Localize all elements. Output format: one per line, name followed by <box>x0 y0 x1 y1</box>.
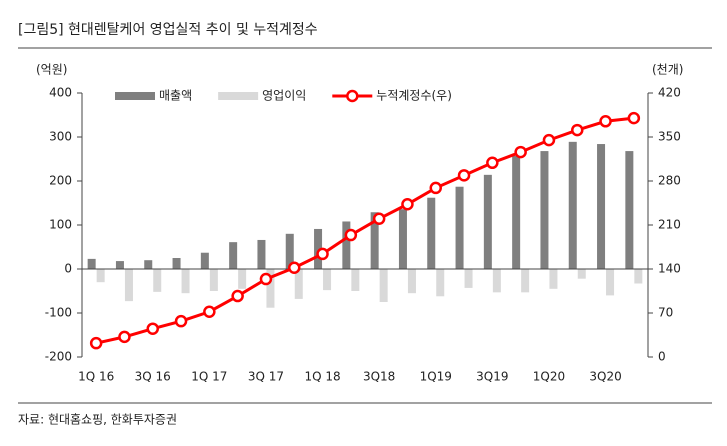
bar <box>455 186 464 269</box>
line-point <box>231 289 244 303</box>
chart-title: [그림5] 현대렌탈케어 영업실적 추이 및 누적계정수 <box>18 22 318 38</box>
y-tick-label: -200 <box>45 350 72 364</box>
legend-label: 누적계정수(우) <box>376 89 452 103</box>
line-point <box>542 133 556 147</box>
x-tick-label: 1Q20 <box>533 370 565 384</box>
bar <box>257 239 266 269</box>
bar <box>314 228 323 269</box>
x-tick-label: 3Q20 <box>589 370 621 384</box>
bar <box>294 269 303 299</box>
y2-tick-label: 140 <box>658 262 681 276</box>
legend-label: 매출액 <box>159 89 192 103</box>
y2-tick-label: 280 <box>658 174 681 188</box>
bar <box>266 269 275 308</box>
bar <box>379 269 388 302</box>
bar <box>634 269 643 284</box>
bar <box>370 212 379 269</box>
line-point <box>571 123 584 137</box>
line-point <box>344 228 358 242</box>
bar <box>323 269 332 291</box>
bar <box>597 144 606 269</box>
bar <box>483 174 492 269</box>
line-point <box>429 181 442 195</box>
bar <box>568 141 577 269</box>
line-point <box>118 330 131 344</box>
line-point <box>288 261 301 274</box>
y2-tick-label: 350 <box>658 130 681 144</box>
legend-label: 영업이익 <box>262 89 306 103</box>
y-tick-label: 0 <box>64 262 72 276</box>
line-point <box>401 198 414 211</box>
bar <box>181 269 190 294</box>
x-tick-label: 3Q 16 <box>135 370 171 384</box>
bar <box>407 269 416 294</box>
bar <box>342 221 351 269</box>
y2-tick-label: 70 <box>658 306 673 320</box>
bar <box>209 269 218 291</box>
bar <box>285 233 294 269</box>
bar <box>144 260 153 269</box>
x-tick-label: 3Q 17 <box>248 370 284 384</box>
line-point <box>174 314 188 328</box>
bar <box>398 209 407 269</box>
line-point <box>627 111 641 125</box>
line-point <box>457 169 471 182</box>
y2-tick-label: 420 <box>658 86 681 100</box>
y2-axis-unit: (천개) <box>652 62 683 77</box>
bar <box>464 269 473 288</box>
y-tick-label: 400 <box>49 86 72 100</box>
bar <box>124 269 133 302</box>
bar <box>96 269 105 283</box>
bar <box>87 258 96 269</box>
bar <box>492 269 501 293</box>
y2-tick-label: 210 <box>658 218 681 232</box>
y-tick-label: 300 <box>49 130 72 144</box>
bar <box>153 269 162 292</box>
source: 자료: 현대홈쇼핑, 한화투자증권 <box>18 413 177 427</box>
line-point <box>599 115 612 128</box>
line <box>95 116 635 345</box>
x-tick-label: 1Q 18 <box>304 370 340 384</box>
x-tick-label: 1Q19 <box>420 370 452 384</box>
line-point <box>89 336 103 350</box>
bar <box>521 269 530 293</box>
line-point <box>146 322 159 335</box>
x-tick-label: 1Q 16 <box>78 370 114 384</box>
bar <box>200 252 209 269</box>
legend-swatch <box>115 92 155 100</box>
y-axis-unit: (억원) <box>36 63 67 77</box>
line-point <box>372 212 386 225</box>
line-point <box>316 247 329 261</box>
x-tick-label: 1Q 17 <box>191 370 227 384</box>
bar <box>351 269 360 291</box>
bar <box>115 261 124 269</box>
legend-swatch <box>346 89 359 103</box>
x-tick-label: 3Q19 <box>476 370 508 384</box>
legend-swatch <box>218 92 259 100</box>
bar <box>512 155 521 269</box>
y2-tick-label: 0 <box>658 350 666 364</box>
bar <box>549 269 558 289</box>
x-tick-label: 3Q18 <box>363 370 395 384</box>
bar <box>577 269 586 279</box>
bar <box>436 269 445 297</box>
bar <box>172 258 181 269</box>
bar <box>229 242 238 269</box>
bar <box>540 151 549 269</box>
line-point <box>259 272 273 286</box>
bar <box>606 269 615 296</box>
line-point <box>203 305 216 318</box>
y-tick-label: 200 <box>49 174 72 188</box>
bar <box>238 269 247 289</box>
y-tick-label: 100 <box>49 218 72 232</box>
bar <box>427 197 436 269</box>
bar <box>625 151 634 269</box>
line-point <box>514 145 527 159</box>
line-point <box>486 156 499 170</box>
y-tick-label: -100 <box>45 306 72 320</box>
